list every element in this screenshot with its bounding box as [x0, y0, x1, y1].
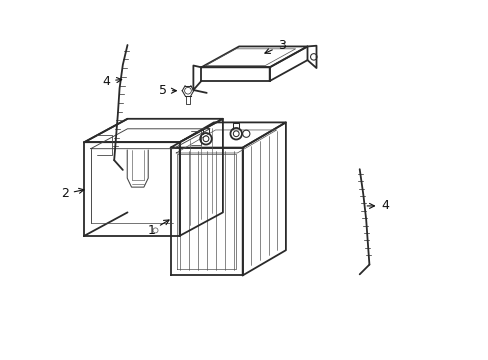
Text: 1: 1 [147, 220, 169, 237]
Text: 5: 5 [159, 84, 176, 97]
Text: 2: 2 [61, 187, 84, 200]
Text: 4: 4 [366, 199, 388, 212]
Text: 3: 3 [264, 39, 285, 53]
Text: 4: 4 [102, 75, 122, 87]
